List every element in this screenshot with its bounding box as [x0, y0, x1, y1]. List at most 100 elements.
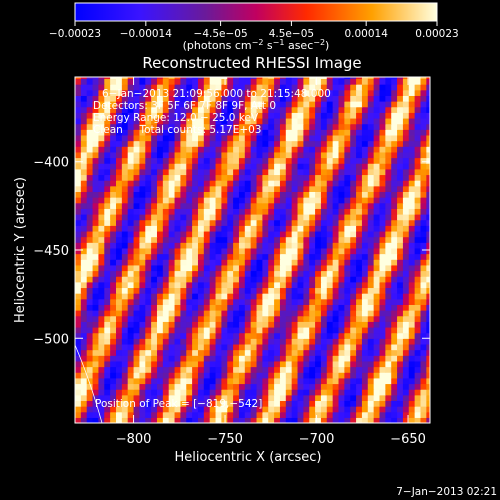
heatmap-cell: [279, 202, 287, 209]
heatmap-cell: [110, 134, 117, 142]
heatmap-cell: [256, 259, 263, 266]
heatmap-cell: [279, 332, 287, 339]
heatmap-cell: [397, 383, 404, 390]
heatmap-cell: [356, 185, 363, 192]
heatmap-cell: [174, 332, 182, 339]
heatmap-cell: [92, 298, 100, 305]
heatmap-cell: [350, 225, 357, 232]
heatmap-cell: [414, 247, 422, 255]
heatmap-cell: [414, 151, 422, 159]
heatmap-cell: [426, 360, 430, 368]
heatmap-cell: [309, 315, 316, 322]
heatmap-cell: [162, 101, 170, 108]
heatmap-cell: [75, 140, 82, 147]
heatmap-cell: [344, 343, 351, 351]
heatmap-cell: [75, 112, 82, 119]
heatmap-cell: [408, 270, 416, 277]
heatmap-cell: [192, 242, 199, 249]
heatmap-cell: [385, 163, 392, 170]
heatmap-cell: [373, 389, 381, 396]
heatmap-cell: [186, 287, 193, 294]
heatmap-cell: [180, 202, 187, 209]
heatmap-cell: [303, 411, 310, 418]
heatmap-cell: [279, 95, 287, 102]
heatmap-cell: [197, 349, 205, 356]
heatmap-cell: [75, 417, 82, 423]
heatmap-cell: [250, 247, 258, 255]
heatmap-cell: [115, 163, 123, 170]
heatmap-cell: [151, 253, 158, 260]
heatmap-cell: [145, 134, 152, 142]
heatmap-cell: [420, 400, 427, 407]
heatmap-cell: [233, 117, 240, 125]
heatmap-cell: [127, 163, 135, 170]
heatmap-cell: [420, 406, 427, 413]
heatmap-cell: [338, 163, 345, 170]
heatmap-cell: [215, 377, 222, 385]
heatmap-cell: [402, 123, 410, 130]
heatmap-cell: [408, 259, 416, 266]
heatmap-cell: [279, 406, 287, 413]
heatmap-cell: [291, 157, 299, 164]
heatmap-cell: [268, 310, 275, 317]
heatmap-cell: [256, 411, 263, 418]
heatmap-cell: [285, 219, 293, 226]
heatmap-cell: [373, 315, 381, 322]
heatmap-cell: [326, 174, 334, 181]
heatmap-cell: [379, 332, 386, 339]
heatmap-cell: [391, 383, 398, 390]
heatmap-cell: [397, 377, 404, 385]
heatmap-cell: [274, 78, 281, 85]
heatmap-cell: [402, 168, 410, 176]
heatmap-cell: [162, 185, 170, 192]
heatmap-cell: [367, 389, 375, 396]
heatmap-cell: [133, 264, 141, 272]
heatmap-cell: [332, 253, 340, 260]
heatmap-cell: [350, 78, 357, 85]
heatmap-cell: [274, 270, 281, 277]
heatmap-cell: [385, 151, 392, 159]
heatmap-cell: [408, 247, 416, 255]
heatmap-cell: [279, 343, 287, 351]
heatmap-cell: [385, 343, 392, 351]
heatmap-cell: [192, 298, 199, 305]
heatmap-cell: [110, 151, 117, 159]
heatmap-cell: [110, 146, 117, 153]
heatmap-cell: [426, 163, 430, 170]
heatmap-cell: [80, 180, 88, 187]
heatmap-cell: [80, 230, 88, 238]
heatmap-cell: [197, 197, 205, 204]
heatmap-cell: [180, 213, 187, 221]
heatmap-cell: [92, 134, 100, 142]
heatmap-cell: [238, 304, 246, 311]
heatmap-cell: [168, 151, 176, 159]
heatmap-cell: [215, 174, 222, 181]
heatmap-cell: [379, 247, 386, 255]
heatmap-cell: [221, 123, 228, 130]
heatmap-cell: [86, 180, 94, 187]
heatmap-cell: [397, 349, 404, 356]
heatmap-cell: [104, 213, 111, 221]
heatmap-cell: [315, 168, 322, 176]
heatmap-cell: [221, 134, 228, 142]
heatmap-cell: [297, 101, 304, 108]
heatmap-cell: [332, 326, 340, 334]
heatmap-cell: [145, 321, 152, 328]
heatmap-cell: [315, 276, 322, 283]
heatmap-cell: [192, 225, 199, 232]
heatmap-cell: [75, 326, 82, 334]
heatmap-cell: [397, 230, 404, 238]
heatmap-cell: [238, 349, 246, 356]
heatmap-cell: [373, 213, 381, 221]
heatmap-cell: [326, 332, 334, 339]
heatmap-cell: [139, 338, 146, 345]
heatmap-cell: [315, 151, 322, 159]
heatmap-cell: [75, 157, 82, 164]
heatmap-cell: [315, 208, 322, 215]
heatmap-cell: [127, 151, 135, 159]
heatmap-cell: [227, 360, 234, 368]
heatmap-cell: [197, 394, 205, 402]
heatmap-cell: [315, 84, 322, 91]
heatmap-cell: [221, 225, 228, 232]
heatmap-cell: [291, 326, 299, 334]
